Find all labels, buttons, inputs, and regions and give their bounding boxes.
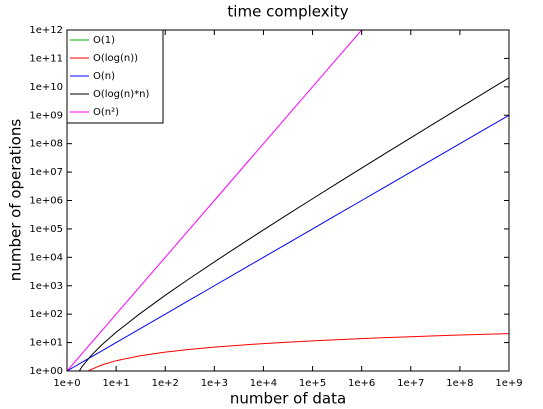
y-tick-label: 1e+06 — [29, 196, 63, 207]
series-line — [67, 114, 509, 371]
y-axis-label: number of operations — [7, 119, 25, 282]
y-tick-label: 1e+04 — [29, 252, 63, 263]
x-axis-label: number of data — [230, 390, 346, 408]
legend-label: O(1) — [93, 35, 115, 46]
x-tick-label: 1e+8 — [446, 378, 473, 389]
x-tick-label: 1e+1 — [102, 378, 129, 389]
y-tick-label: 1e+12 — [29, 25, 63, 36]
x-tick-label: 1e+7 — [397, 378, 424, 389]
x-tick-label: 1e+3 — [201, 378, 228, 389]
x-tick-label: 1e+2 — [152, 378, 179, 389]
x-tick-label: 1e+9 — [495, 378, 522, 389]
x-tick-label: 1e+6 — [348, 378, 375, 389]
y-tick-label: 1e+02 — [29, 309, 63, 320]
series-line — [78, 77, 509, 371]
x-tick-label: 1e+0 — [53, 378, 80, 389]
y-tick-label: 1e+09 — [29, 110, 63, 121]
y-tick-label: 1e+00 — [29, 366, 63, 377]
y-tick-label: 1e+08 — [29, 139, 63, 150]
x-tick-label: 1e+4 — [250, 378, 277, 389]
series-line — [87, 333, 509, 371]
y-tick-label: 1e+03 — [29, 281, 63, 292]
y-tick-label: 1e+10 — [29, 82, 63, 93]
y-tick-label: 1e+07 — [29, 167, 63, 178]
legend-label: O(n²) — [93, 107, 119, 118]
chart-title: time complexity — [227, 3, 348, 21]
legend-label: O(log(n)) — [93, 53, 138, 64]
plot-lines — [67, 30, 509, 371]
y-tick-label: 1e+11 — [29, 53, 63, 64]
legend-label: O(n) — [93, 71, 115, 82]
legend-label: O(log(n)*n) — [93, 89, 149, 100]
x-tick-label: 1e+5 — [299, 378, 326, 389]
y-tick-label: 1e+05 — [29, 224, 63, 235]
y-tick-label: 1e+01 — [29, 338, 63, 349]
series-line — [67, 30, 363, 371]
